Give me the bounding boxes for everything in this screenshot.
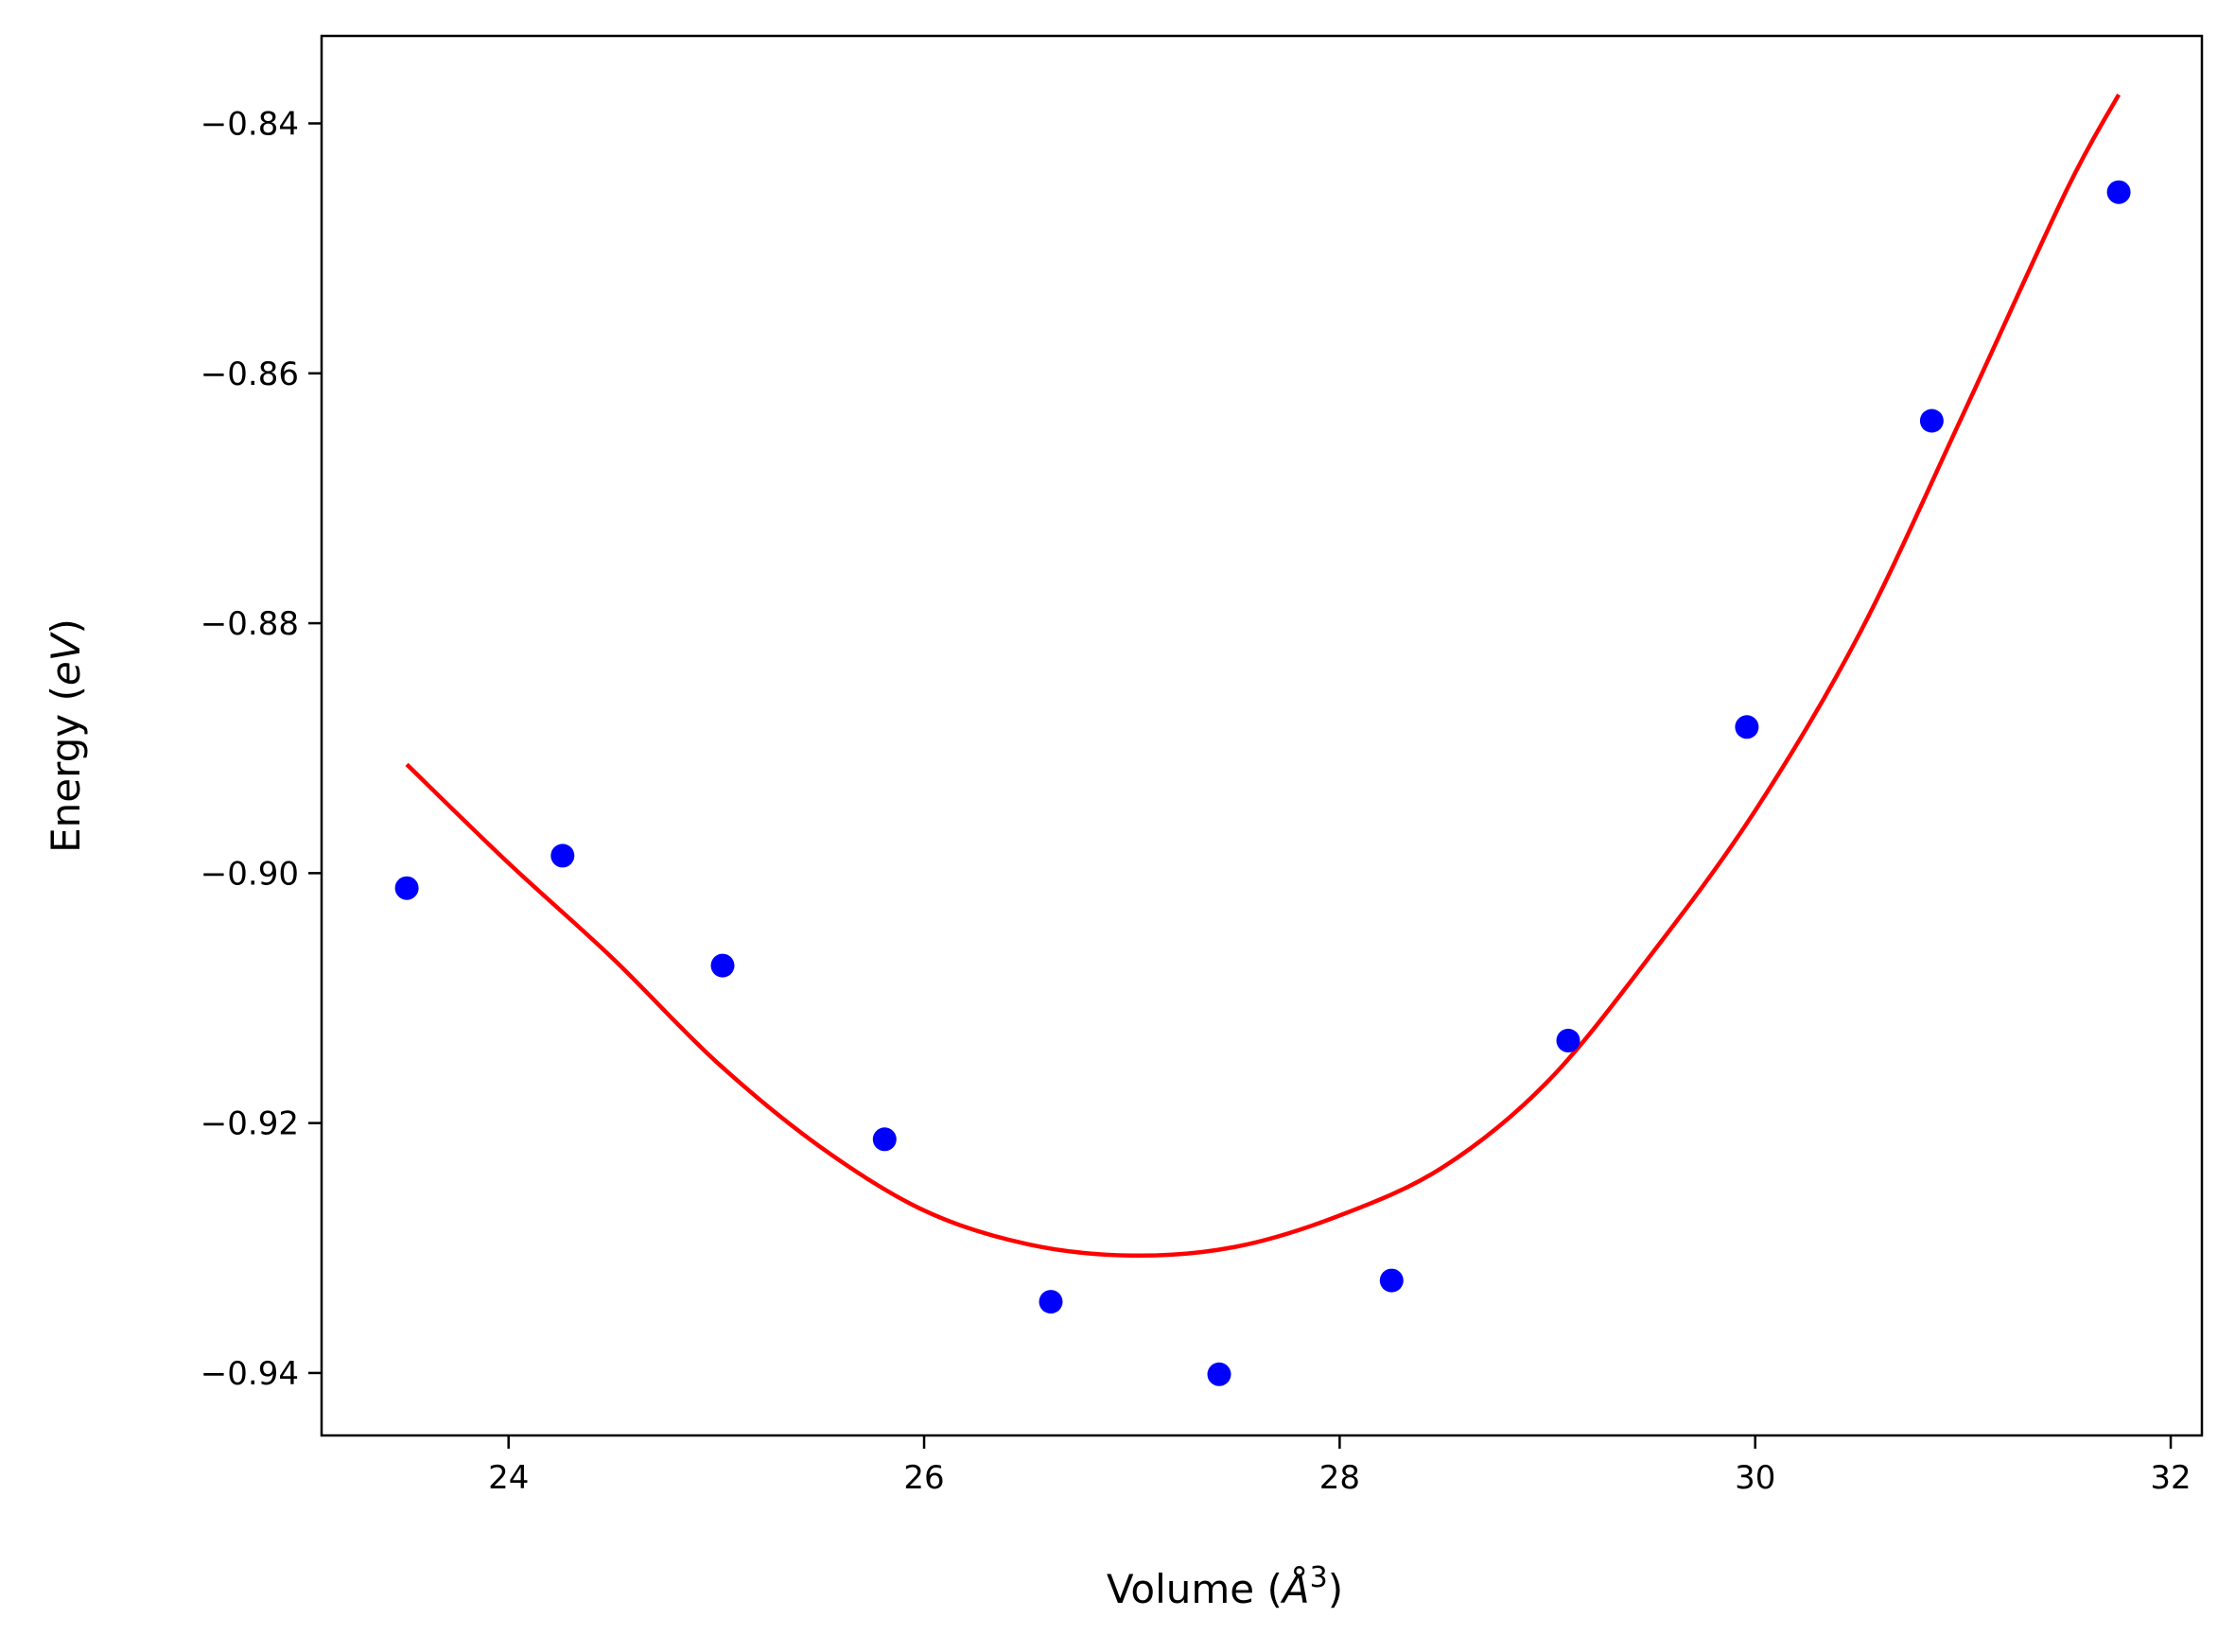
y-tick-label: −0.94	[201, 1355, 299, 1393]
axes-layer: 24 26 28 30 32 −0.94 −0.92 −0.90 −0.88 −0.86 −0.84	[201, 34, 2204, 1497]
data-point	[872, 1127, 897, 1152]
x-axis-label: Volume (Å3)	[1107, 1561, 1343, 1613]
y-tick-label: −0.84	[201, 106, 299, 144]
data-point	[1039, 1290, 1063, 1314]
x-tick-label: 24	[488, 1459, 529, 1497]
data-point	[1207, 1362, 1231, 1386]
x-tick-label: 28	[1319, 1459, 1360, 1497]
data-point	[1735, 715, 1759, 739]
x-tick-label: 30	[1735, 1459, 1775, 1497]
data-points-layer	[394, 180, 2131, 1386]
y-tick-label: −0.92	[201, 1105, 299, 1143]
axes-frame	[320, 34, 2204, 1437]
fit-curve	[405, 94, 2122, 1259]
y-tick-label: −0.88	[201, 605, 299, 643]
data-point	[1919, 409, 1944, 433]
x-tick-label: 32	[2150, 1459, 2191, 1497]
data-point	[394, 876, 419, 900]
fit-curve-layer	[405, 94, 2122, 1259]
y-axis-label: Energy (eV)	[43, 618, 89, 853]
data-point	[2106, 180, 2131, 204]
y-tick-label: −0.86	[201, 356, 299, 393]
data-point	[710, 953, 735, 978]
data-point	[1556, 1028, 1580, 1052]
x-tick-label: 26	[903, 1459, 944, 1497]
data-point	[550, 843, 575, 868]
data-point	[1379, 1268, 1404, 1293]
y-tick-label: −0.90	[201, 855, 299, 893]
